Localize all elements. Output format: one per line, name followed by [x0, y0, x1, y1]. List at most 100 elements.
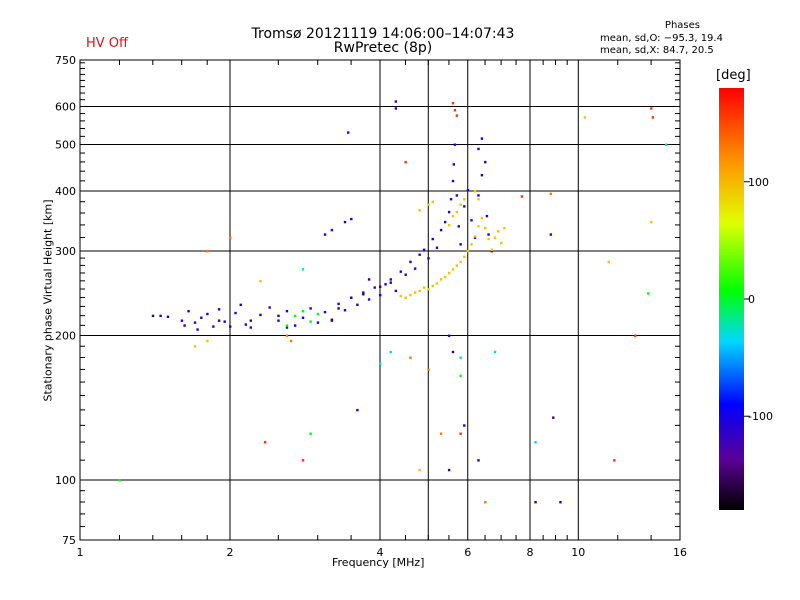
data-point — [166, 315, 170, 319]
data-point — [477, 194, 480, 197]
data-point — [453, 109, 457, 112]
data-point — [473, 236, 477, 239]
data-point — [229, 236, 232, 239]
data-point — [379, 285, 382, 288]
tick-labels: 1 2 4 6 8 10 16 75 100 200 300 400 500 600 750 — [55, 54, 687, 559]
data-point — [379, 293, 382, 297]
data-point — [447, 210, 451, 214]
data-point — [422, 286, 426, 289]
data-point — [463, 424, 466, 427]
colorbar-unit-label: [deg] — [716, 68, 751, 83]
data-point — [459, 260, 462, 264]
data-point — [409, 260, 412, 264]
data-point — [293, 314, 297, 318]
data-point — [503, 227, 506, 230]
data-point — [263, 441, 267, 444]
data-point — [484, 227, 487, 230]
data-point — [613, 459, 616, 462]
data-point — [435, 282, 439, 285]
y-tick-label: 750 — [55, 54, 76, 67]
data-point — [493, 236, 497, 239]
data-point — [651, 116, 655, 119]
x-axis-label: Frequency [MHz] — [332, 556, 425, 569]
y-tick-label: 600 — [55, 101, 76, 114]
phases-label: Phases — [664, 20, 700, 31]
data-point — [196, 328, 199, 331]
data-point — [373, 286, 376, 289]
data-point — [206, 339, 209, 343]
data-point — [451, 214, 455, 218]
hv-status-label: HV Off — [86, 36, 128, 51]
data-point — [212, 325, 215, 328]
data-point — [394, 100, 398, 103]
data-point — [362, 293, 365, 296]
data-point — [427, 288, 430, 291]
data-point — [399, 294, 403, 298]
data-point — [490, 248, 494, 252]
colorbar-tick-label: 100 — [748, 176, 769, 189]
y-tick-label: 75 — [62, 534, 76, 547]
data-point — [394, 107, 398, 110]
data-point — [487, 237, 490, 241]
data-point — [447, 223, 451, 227]
data-point — [413, 267, 417, 270]
data-point — [356, 303, 359, 306]
data-point — [487, 233, 490, 236]
data-point — [277, 314, 280, 318]
y-axis-label: Stationary phase Virtual Height [km] — [41, 199, 55, 402]
data-point — [447, 468, 451, 472]
data-point — [534, 441, 537, 444]
data-point — [418, 209, 421, 212]
data-point — [447, 271, 451, 275]
data-point — [473, 235, 477, 238]
data-point — [477, 225, 480, 228]
data-point — [217, 308, 221, 311]
data-point — [477, 198, 480, 201]
data-point — [607, 260, 610, 264]
data-point — [559, 500, 562, 504]
data-point — [552, 416, 555, 419]
data-point — [268, 306, 271, 309]
data-point — [455, 264, 459, 267]
data-point — [451, 179, 455, 183]
data-point — [193, 321, 197, 324]
data-point — [285, 334, 289, 337]
data-point — [301, 268, 305, 271]
data-point — [394, 289, 398, 293]
data-point — [455, 194, 459, 197]
x-tick-label: 8 — [527, 546, 534, 559]
data-point — [549, 233, 553, 236]
data-point — [384, 283, 387, 286]
data-point — [418, 289, 421, 293]
x-tick-label: 2 — [227, 546, 234, 559]
x-tick-label: 6 — [464, 546, 471, 559]
data-point — [470, 219, 473, 222]
x-tick-label: 16 — [673, 546, 687, 559]
data-point — [439, 278, 443, 281]
data-point — [217, 319, 221, 322]
chart-subtitle: RwPretec (8p) — [333, 40, 433, 56]
data-point — [309, 320, 312, 323]
chart-title: Tromsø 20121119 14:06:00–14:07:43 — [251, 26, 515, 42]
data-point — [490, 250, 494, 253]
data-point — [350, 296, 353, 299]
data-point — [485, 214, 489, 218]
data-point — [496, 230, 500, 233]
data-point — [301, 459, 305, 462]
data-point — [323, 233, 327, 236]
data-point — [337, 302, 340, 306]
y-tick-label: 400 — [55, 185, 76, 198]
data-point — [367, 298, 371, 301]
data-point — [463, 205, 466, 208]
data-point — [457, 225, 460, 228]
colorbar-ticks: 100 0 -100 — [744, 176, 773, 423]
data-point — [323, 310, 327, 314]
data-point — [451, 102, 455, 105]
data-point — [399, 270, 403, 273]
data-point — [665, 143, 668, 146]
y-tick-label: 100 — [55, 474, 76, 487]
axis-ticks — [80, 60, 680, 540]
data-point — [447, 334, 451, 337]
data-point — [206, 312, 209, 316]
